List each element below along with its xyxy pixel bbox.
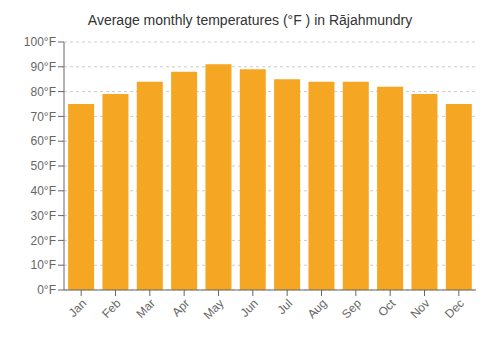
svg-text:Sep: Sep bbox=[339, 296, 364, 321]
svg-text:100°F: 100°F bbox=[24, 35, 56, 49]
svg-text:20°F: 20°F bbox=[31, 234, 56, 248]
svg-text:Mar: Mar bbox=[133, 296, 158, 321]
svg-text:Feb: Feb bbox=[99, 296, 124, 321]
svg-text:Jul: Jul bbox=[275, 296, 296, 317]
svg-text:10°F: 10°F bbox=[31, 258, 56, 272]
svg-text:Nov: Nov bbox=[408, 296, 433, 321]
svg-text:May: May bbox=[201, 296, 227, 322]
svg-text:Aug: Aug bbox=[305, 296, 330, 321]
svg-text:Jun: Jun bbox=[237, 296, 261, 320]
svg-text:Apr: Apr bbox=[169, 296, 192, 319]
svg-text:60°F: 60°F bbox=[31, 134, 56, 148]
svg-text:30°F: 30°F bbox=[31, 209, 56, 223]
svg-text:80°F: 80°F bbox=[31, 85, 56, 99]
svg-text:40°F: 40°F bbox=[31, 184, 56, 198]
svg-text:Dec: Dec bbox=[442, 296, 467, 321]
svg-text:Oct: Oct bbox=[375, 296, 399, 320]
html-text:Average monthly temperatures (: Average monthly temperatures (°F ) in Rā… bbox=[87, 12, 413, 28]
svg-text:Jan: Jan bbox=[66, 296, 90, 320]
svg-text:50°F: 50°F bbox=[31, 159, 56, 173]
svg-text:90°F: 90°F bbox=[31, 60, 56, 74]
svg-text:0°F: 0°F bbox=[37, 283, 56, 297]
svg-text:70°F: 70°F bbox=[31, 110, 56, 124]
